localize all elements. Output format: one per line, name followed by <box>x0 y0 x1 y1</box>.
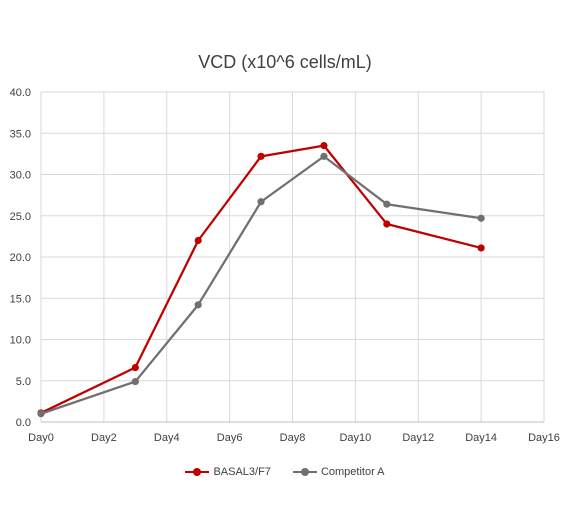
y-tick-label: 40.0 <box>10 87 31 99</box>
legend-label-basal3-f7: BASAL3/F7 <box>213 466 271 478</box>
legend-item-basal3-f7: BASAL3/F7 <box>185 466 271 478</box>
x-tick-label: Day2 <box>91 432 117 444</box>
legend: BASAL3/F7 Competitor A <box>0 466 570 478</box>
data-point <box>37 410 45 418</box>
series-line-1 <box>40 155 482 415</box>
data-point <box>383 200 391 208</box>
data-point <box>320 152 328 160</box>
legend-label-competitor-a: Competitor A <box>320 466 385 478</box>
x-tick-label: Day10 <box>339 432 371 444</box>
chart-title: VCD (x10^6 cells/mL) <box>198 52 372 72</box>
data-point <box>194 301 202 309</box>
legend-swatch-basal3-f7 <box>185 467 210 477</box>
series-line-0 <box>40 144 482 414</box>
x-tick-label: Day4 <box>154 432 180 444</box>
y-tick-label: 35.0 <box>10 128 31 140</box>
y-tick-label: 5.0 <box>16 376 31 388</box>
data-point <box>194 236 202 245</box>
data-point <box>320 142 328 150</box>
data-point <box>257 152 265 160</box>
y-tick-label: 10.0 <box>10 335 31 347</box>
y-tick-label: 30.0 <box>10 170 31 182</box>
data-point <box>383 220 391 228</box>
x-tick-label: Day0 <box>28 432 54 444</box>
x-tick-label: Day6 <box>217 432 243 444</box>
legend-swatch-competitor-a <box>292 467 317 477</box>
x-tick-label: Day16 <box>528 432 560 444</box>
x-tick-label: Day12 <box>402 432 434 444</box>
data-point <box>477 214 485 222</box>
y-tick-label: 25.0 <box>10 211 31 223</box>
x-tick-label: Day8 <box>280 432 306 444</box>
data-point <box>131 363 139 372</box>
y-tick-label: 15.0 <box>10 293 31 305</box>
data-point <box>131 377 139 386</box>
data-point <box>257 198 265 206</box>
x-tick-label: Day14 <box>465 432 497 444</box>
data-point <box>477 244 485 252</box>
y-tick-label: 20.0 <box>10 252 31 264</box>
y-tick-label: 0.0 <box>16 417 31 429</box>
legend-item-competitor-a: Competitor A <box>292 466 385 478</box>
